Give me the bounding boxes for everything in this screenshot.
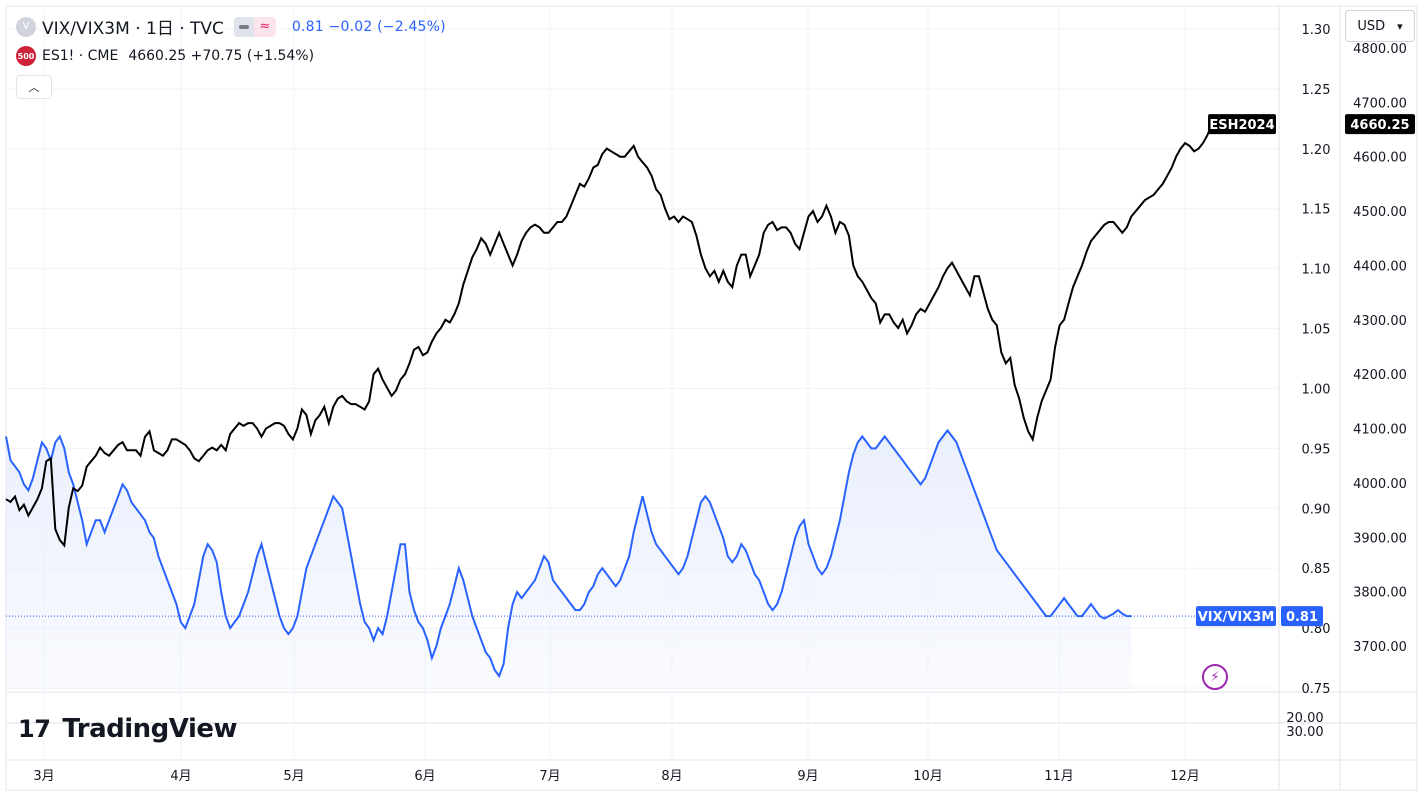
price-axis-tick: 3800.00 [1353, 586, 1407, 601]
time-axis-tick: 8月 [661, 769, 682, 784]
ratio-axis-tick: 0.75 [1302, 682, 1331, 697]
time-axis-tick: 9月 [797, 769, 818, 784]
time-axis-tick: 12月 [1170, 769, 1200, 784]
price-axis-tick: 4100.00 [1353, 423, 1407, 438]
ratio-area [6, 430, 1132, 690]
price-axis-tick: 4000.00 [1353, 477, 1407, 492]
watermark-text: TradingView [62, 714, 238, 744]
time-axis-tick: 11月 [1044, 769, 1074, 784]
es-price-badge-bg [1345, 114, 1415, 135]
chevron-up-icon: ︿ [28, 81, 40, 94]
time-axis-tick: 5月 [283, 769, 304, 784]
primary-symbol-title[interactable]: VIX/VIX3M · 1日 · TVC [42, 19, 224, 39]
axis-labels: 1.30 1.25 1.20 1.15 1.10 1.05 1.00 0.95 0.90 0.85… [33, 23, 1407, 784]
legend-controls[interactable]: ≈ [233, 16, 276, 37]
ratio-axis-tick: 0.90 [1302, 502, 1331, 517]
price-axis-tick: 4300.00 [1353, 314, 1407, 329]
vix-logo-icon: V [16, 16, 36, 37]
chevron-down-icon: ▾ [1397, 19, 1403, 33]
time-axis-tick: 7月 [539, 769, 560, 784]
price-axis-tick: 4700.00 [1353, 96, 1407, 111]
currency-button[interactable]: USD ▾ [1345, 10, 1415, 42]
ratio-axis-tick: 1.25 [1302, 83, 1331, 98]
ratio-value-badge-bg [1281, 606, 1323, 627]
ratio-value-badge: 0.81 [1286, 610, 1318, 625]
ratio-axis-tick: 1.30 [1302, 23, 1331, 38]
ratio-axis-tick: 1.05 [1302, 323, 1331, 338]
lower-pane-tick: 20.00 [1286, 711, 1323, 726]
ratio-axis-tick: 1.00 [1302, 382, 1331, 397]
price-axis-tick: 3900.00 [1353, 531, 1407, 546]
price-axis-tick: 4200.00 [1353, 368, 1407, 383]
collapse-legend-button[interactable]: ︿ [16, 75, 52, 99]
time-axis-tick: 6月 [414, 769, 435, 784]
price-axis-tick: 3700.00 [1353, 640, 1407, 655]
series-line-vix-vix3m [5, 428, 1132, 679]
lightning-icon[interactable]: ⚡ [1202, 664, 1228, 690]
time-axis-tick: 4月 [170, 769, 191, 784]
lower-pane-tick: 30.00 [1286, 725, 1323, 740]
es-price-badge: 4660.25 [1350, 118, 1409, 133]
series-lines [5, 123, 1278, 679]
ratio-axis-tick: 1.10 [1302, 263, 1331, 278]
es-name-badge: ESH2024 [1209, 118, 1274, 133]
ratio-axis-tick: 1.15 [1302, 203, 1331, 218]
secondary-values: 4660.25 +70.75 (+1.54%) [128, 48, 315, 64]
minus-icon[interactable] [233, 16, 254, 37]
chart-border [5, 5, 1418, 791]
ratio-axis-tick: 0.85 [1302, 562, 1331, 577]
currency-label: USD [1357, 18, 1386, 34]
series-line-esh2024 [5, 123, 1213, 548]
ratio-name-badge-bg [1196, 606, 1276, 627]
legend-primary[interactable]: V VIX/VIX3M · 1日 · TVC ≈ 0.81 −0.02 (−2.… [16, 14, 446, 39]
tradingview-logo-icon: 𝟭𝟳 [18, 715, 51, 743]
time-axis-tick: 3月 [33, 769, 54, 784]
sp500-logo-icon: 500 [16, 46, 36, 66]
ratio-area-fill [6, 430, 1132, 690]
price-axis-tick: 4400.00 [1353, 259, 1407, 274]
secondary-symbol-title[interactable]: ES1! · CME [42, 48, 119, 64]
legend-secondary[interactable]: 500 ES1! · CME 4660.25 +70.75 (+1.54%) [16, 46, 314, 66]
ratio-axis-tick: 0.95 [1302, 442, 1331, 457]
ratio-name-badge: VIX/VIX3M [1198, 610, 1275, 625]
wave-icon[interactable]: ≈ [253, 16, 276, 37]
price-axis-tick: 4800.00 [1353, 42, 1407, 57]
price-axis-tick: 4500.00 [1353, 205, 1407, 220]
primary-values: 0.81 −0.02 (−2.45%) [291, 18, 446, 35]
ratio-axis-tick: 1.20 [1302, 143, 1331, 158]
es-name-badge-bg [1208, 114, 1276, 135]
time-axis-tick: 10月 [913, 769, 943, 784]
price-axis-tick: 4600.00 [1353, 151, 1407, 166]
last-value-badges: ESH2024 4660.25 VIX/VIX3M 0.81 [1196, 114, 1415, 627]
tradingview-watermark: 𝟭𝟳 TradingView [18, 714, 238, 744]
